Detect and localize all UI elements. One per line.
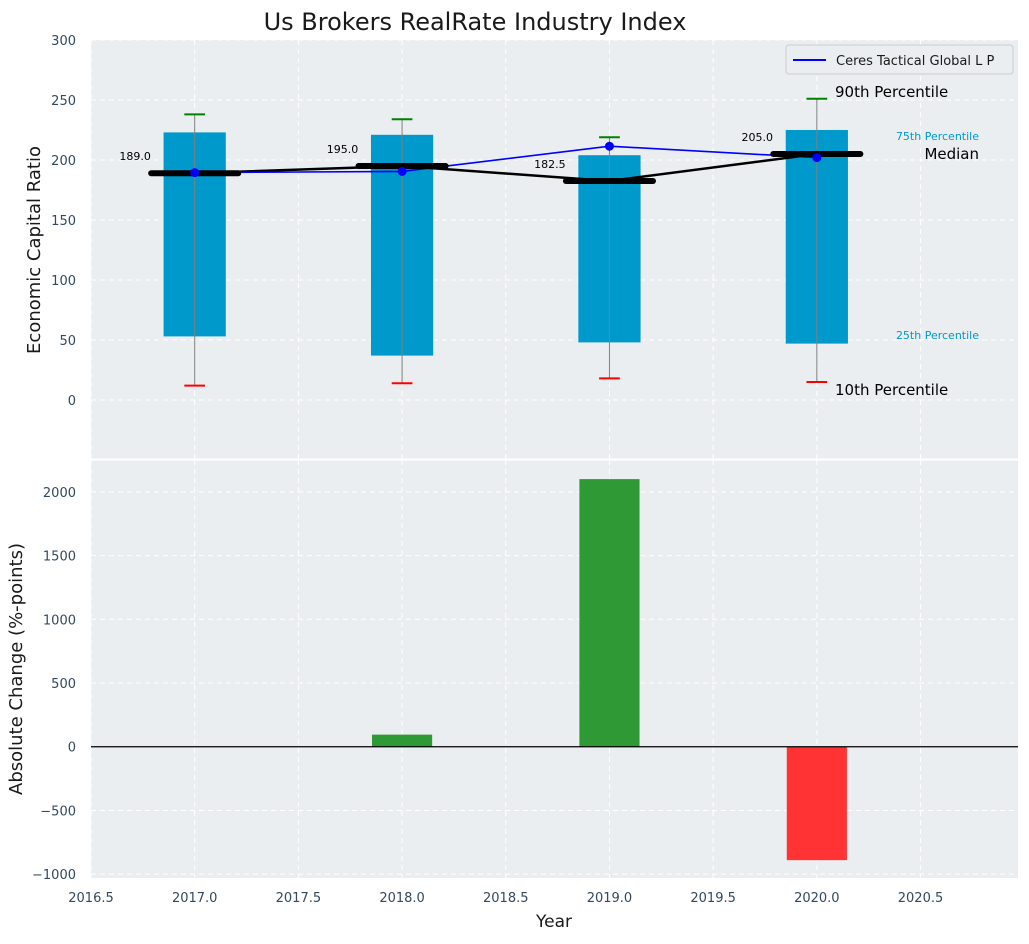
bottom-y-tick-label: 2000 [43, 486, 76, 501]
top-y-ticks: 0 50 100 150 200 250 300 [51, 34, 76, 409]
bottom-y-tick-label: −1000 [32, 868, 76, 883]
legend-box [785, 44, 1014, 75]
top-y-tick-label: 150 [51, 214, 76, 229]
change-bar [579, 479, 640, 747]
median-value-label: 189.0 [119, 150, 151, 163]
bottom-y-tick-label: 1000 [43, 613, 76, 628]
x-tick-label: 2020.5 [898, 891, 944, 906]
annotation-p10: 10th Percentile [835, 381, 948, 399]
bottom-y-ticks: −1000 −500 0 500 1000 1500 2000 [32, 486, 76, 883]
median-line [194, 152, 818, 183]
top-y-tick-label: 200 [51, 154, 76, 169]
x-tick-label: 2019.5 [690, 891, 736, 906]
annotation-p90: 90th Percentile [835, 83, 948, 101]
company-series-point [604, 141, 614, 151]
bottom-marks [91, 479, 1018, 861]
x-tick-label: 2017.0 [172, 891, 218, 906]
x-tick-label: 2017.5 [276, 891, 322, 906]
top-plot-area [91, 40, 1018, 460]
bottom-plot-area [91, 460, 1018, 878]
bottom-y-tick-label: 500 [51, 677, 76, 692]
x-tick-label: 2018.0 [379, 891, 425, 906]
top-y-tick-label: 100 [51, 274, 76, 289]
annotation-p75: 75th Percentile [896, 130, 979, 143]
x-tick-label: 2020.0 [794, 891, 840, 906]
median-value-label: 182.5 [534, 158, 566, 171]
legend-label-company: Ceres Tactical Global L P [836, 54, 994, 69]
x-tick-label: 2018.5 [483, 891, 529, 906]
annotation-median: Median [924, 145, 979, 163]
top-marks: 189.0 195.0 182.5 205.0 [119, 97, 864, 387]
company-series-line [194, 145, 817, 174]
bottom-y-tick-label: 1500 [43, 550, 76, 565]
company-series-point [190, 168, 200, 178]
x-axis-label: Year [535, 912, 572, 932]
x-ticks: 2016.5 2017.0 2017.5 2018.0 2018.5 2019.0 2019… [68, 891, 943, 906]
legend: Ceres Tactical Global L P [785, 44, 1014, 75]
median-value-label: 195.0 [327, 143, 359, 156]
change-bar [786, 746, 847, 861]
top-y-tick-label: 250 [51, 94, 76, 109]
top-y-tick-label: 300 [51, 34, 76, 49]
x-tick-label: 2016.5 [68, 891, 114, 906]
top-y-axis-label: Economic Capital Ratio [24, 146, 45, 354]
change-bar [372, 734, 433, 747]
chart-title: Us Brokers RealRate Industry Index [264, 8, 687, 36]
bottom-y-tick-label: 0 [68, 741, 76, 756]
company-series-point [812, 153, 822, 163]
top-y-tick-label: 50 [59, 334, 76, 349]
x-tick-label: 2019.0 [587, 891, 633, 906]
top-y-tick-label: 0 [68, 394, 76, 409]
bottom-panel: −1000 −500 0 500 1000 1500 2000 Absolute Chang… [6, 460, 1018, 932]
median-value-label: 205.0 [742, 131, 774, 144]
company-series-point [397, 166, 407, 176]
bottom-y-tick-label: −500 [40, 804, 76, 819]
bottom-y-axis-label: Absolute Change (%-points) [6, 543, 27, 795]
annotation-p25: 25th Percentile [896, 329, 979, 342]
